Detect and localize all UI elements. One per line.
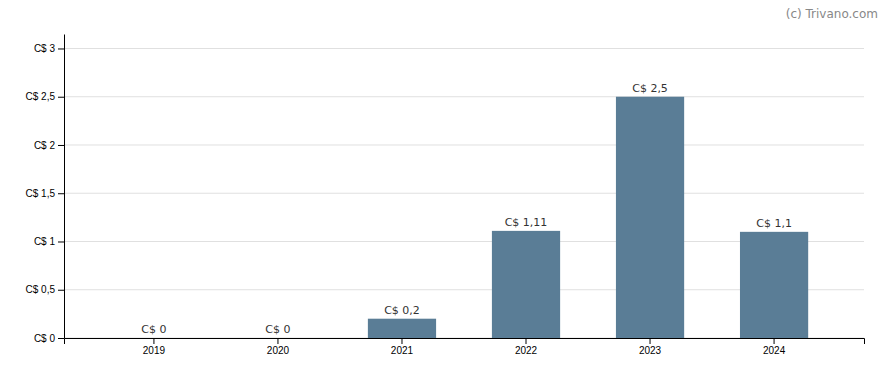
chart: C$ 0C$ 0,5C$ 1C$ 1,5C$ 2C$ 2,5C$ 3201920… — [0, 0, 888, 370]
x-tick-label: 2021 — [391, 345, 414, 356]
y-tick-label: C$ 3 — [34, 43, 56, 54]
y-tick-label: C$ 0,5 — [26, 284, 56, 295]
y-tick-label: C$ 0 — [34, 333, 56, 344]
bar — [368, 319, 436, 338]
data-labels: C$ 0 C$ 0 C$ 0,2 C$ 1,11 C$ 2,5 C$ 1,1 — [141, 82, 792, 336]
x-tick: 2021 — [391, 338, 414, 356]
y-tick-mark — [58, 193, 64, 194]
x-tick-mark — [401, 338, 402, 344]
y-tick-label: C$ 2 — [34, 140, 56, 151]
bar — [740, 232, 808, 338]
y-tick-label: C$ 1,5 — [26, 188, 56, 199]
x-tick-label: 2020 — [267, 345, 290, 356]
x-tick-mark — [277, 338, 278, 344]
bar — [120, 338, 188, 339]
grid-line — [64, 144, 864, 145]
y-tick: C$ 1 — [34, 236, 64, 247]
y-axis: C$ 0 C$ 0,5 C$ 1 C$ 1,5 C$ 2 C$ 2,5 C$ 3 — [26, 35, 65, 344]
grid — [64, 48, 864, 338]
x-axis: 2019 2020 2021 2022 2023 2024 — [65, 338, 865, 356]
y-tick-label: C$ 2,5 — [26, 91, 56, 102]
y-tick-mark — [58, 338, 64, 339]
bars — [368, 97, 808, 338]
y-tick-mark — [58, 48, 64, 49]
x-tick: 2022 — [515, 338, 538, 356]
y-tick: C$ 2,5 — [26, 91, 64, 102]
grid-line — [64, 96, 864, 97]
y-tick: C$ 0 — [34, 333, 64, 344]
y-tick-mark — [58, 97, 64, 98]
y-tick: C$ 2 — [34, 140, 64, 151]
y-axis-line — [64, 35, 65, 339]
bar — [492, 231, 560, 338]
y-tick-label: C$ 1 — [34, 236, 56, 247]
y-tick-mark — [58, 145, 64, 146]
x-tick-label: 2022 — [515, 345, 538, 356]
data-label: C$ 0,2 — [384, 304, 420, 317]
grid-line — [64, 48, 864, 49]
x-tick: 2020 — [267, 338, 290, 356]
y-tick: C$ 1,5 — [26, 188, 64, 199]
x-tick-mark — [774, 338, 775, 344]
x-tick: 2019 — [143, 338, 166, 356]
data-label: C$ 0 — [141, 323, 166, 336]
data-label: C$ 1,1 — [756, 217, 792, 230]
data-label: C$ 0 — [265, 323, 290, 336]
y-tick-mark — [58, 290, 64, 291]
x-tick-label: 2019 — [143, 345, 166, 356]
data-label: C$ 2,5 — [632, 82, 668, 95]
x-tick: 2023 — [639, 338, 662, 356]
y-tick: C$ 0,5 — [26, 284, 64, 295]
x-tick-label: 2024 — [763, 345, 786, 356]
y-tick: C$ 3 — [34, 43, 64, 54]
annotation: (c) Trivano.com — [786, 7, 878, 21]
x-axis-line — [65, 339, 865, 345]
x-tick: 2024 — [763, 338, 786, 356]
x-tick-mark — [650, 338, 651, 344]
plot: C$ 0C$ 0,5C$ 1C$ 1,5C$ 2C$ 2,5C$ 3201920… — [26, 35, 865, 357]
grid-line — [64, 193, 864, 194]
x-tick-mark — [526, 338, 527, 344]
y-tick-mark — [58, 241, 64, 242]
data-label: C$ 1,11 — [505, 216, 548, 229]
x-tick-label: 2023 — [639, 345, 662, 356]
bar — [244, 338, 312, 339]
x-tick-mark — [153, 338, 154, 344]
bar — [616, 97, 684, 338]
